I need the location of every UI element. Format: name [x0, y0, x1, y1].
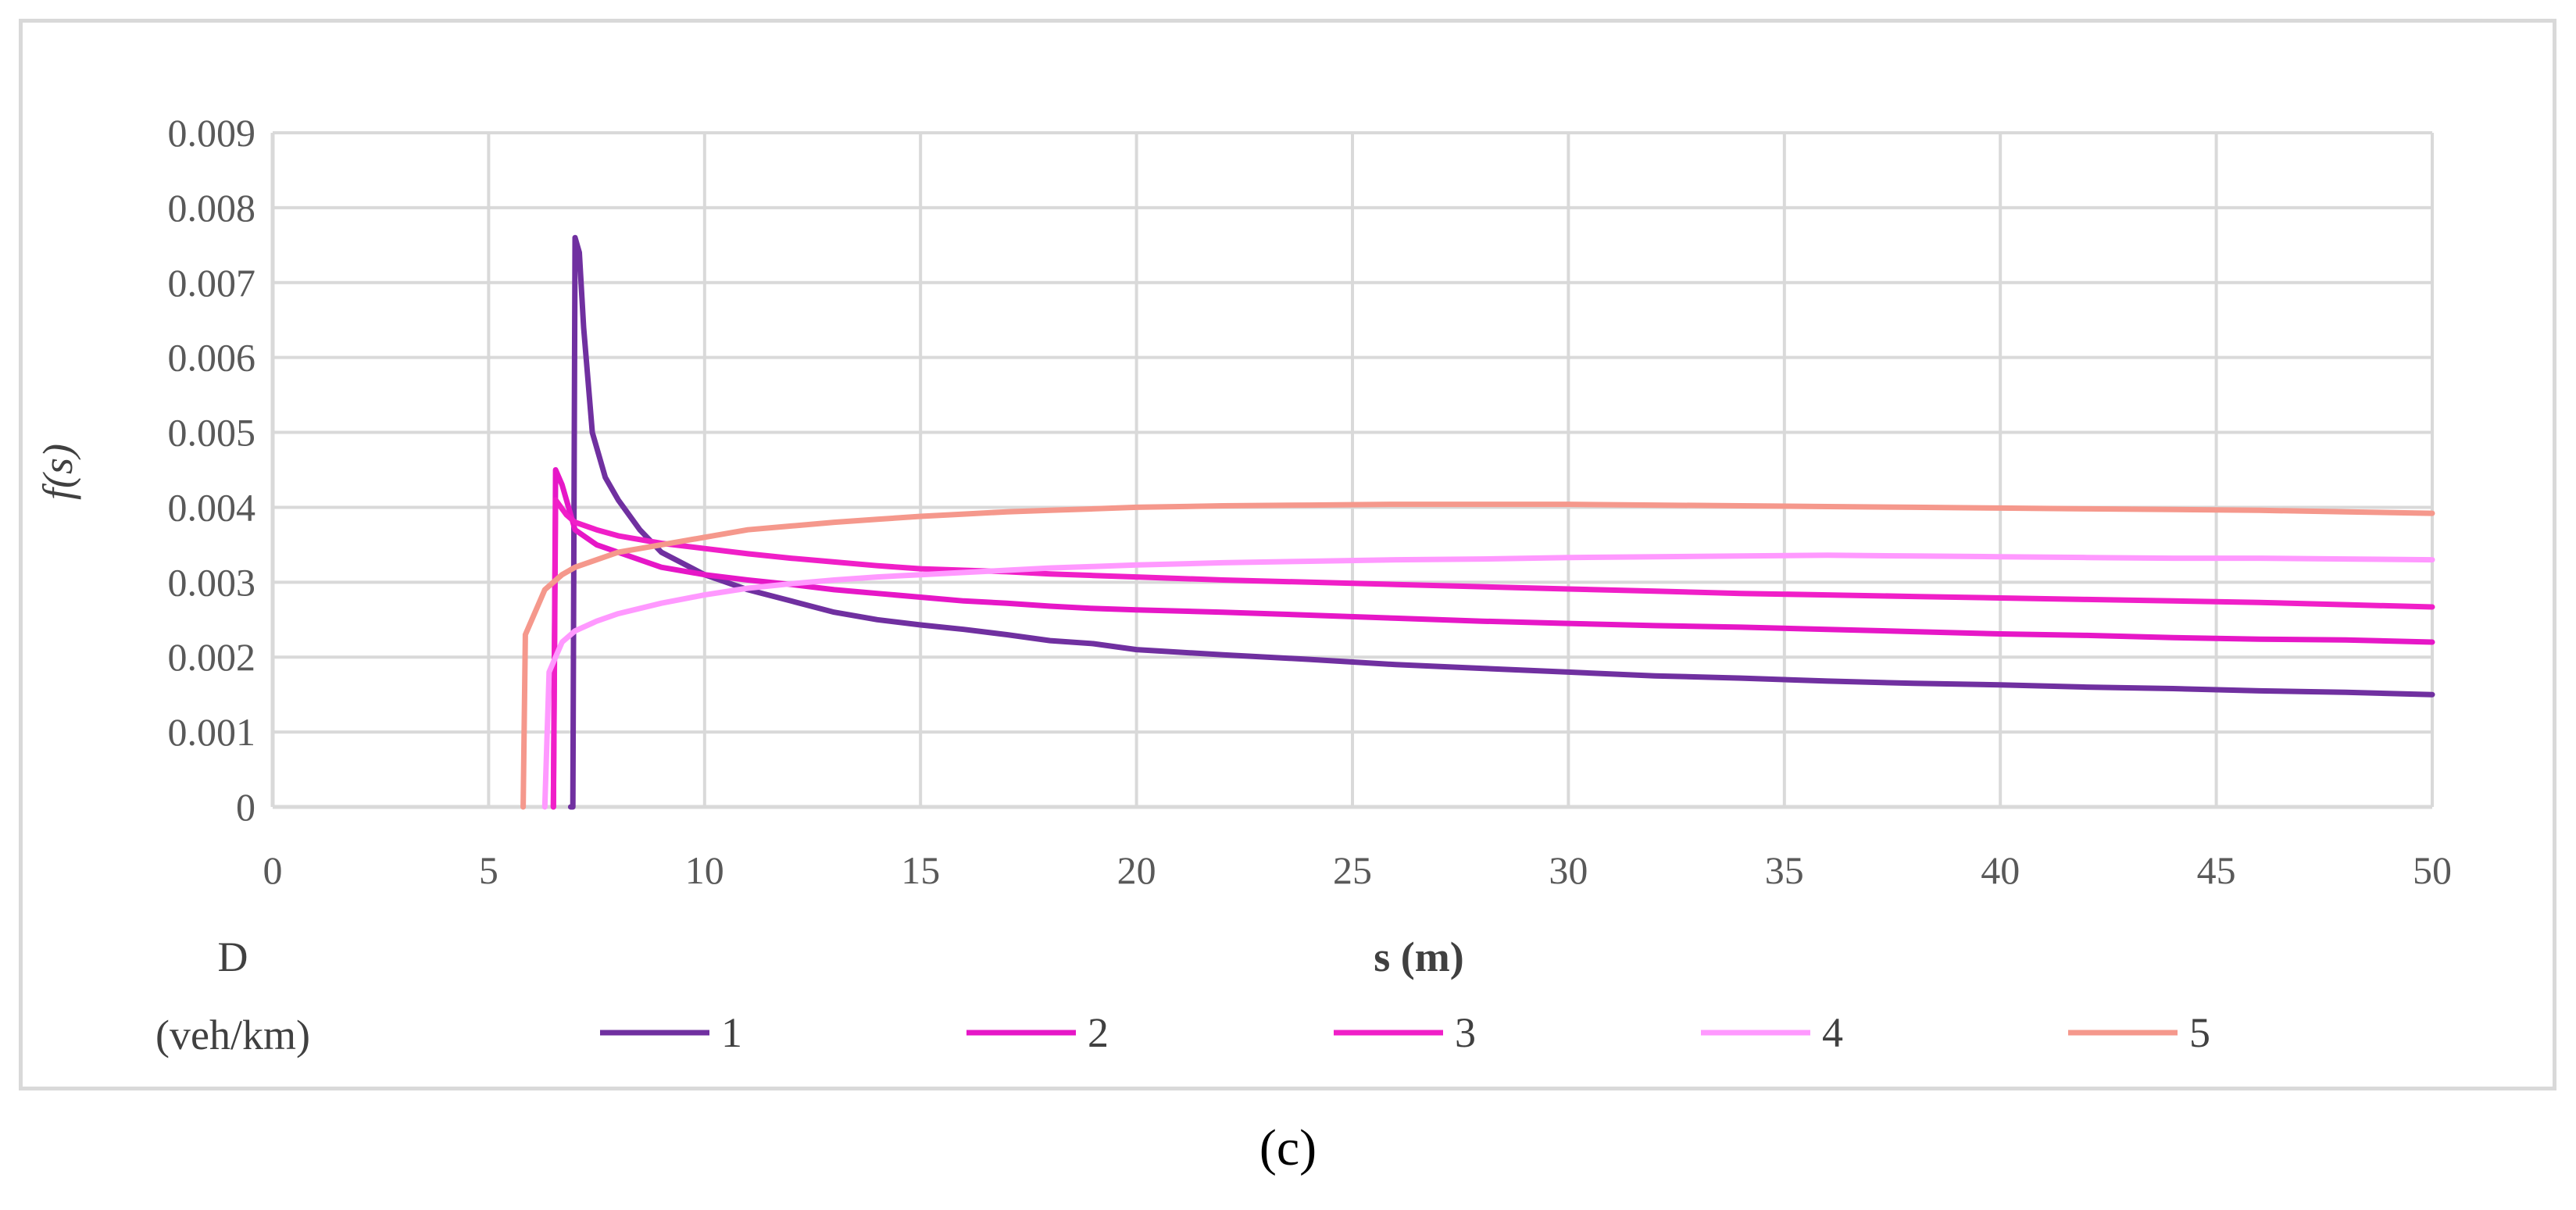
legend: 1 2 3 4 5	[600, 1009, 2210, 1056]
series-lines	[520, 234, 2435, 810]
y-tick-label: 0.001	[168, 710, 256, 754]
axes	[270, 133, 2432, 809]
legend-title-line2: (veh/km)	[155, 1012, 310, 1058]
series-line-1	[567, 234, 2435, 810]
legend-title-line1: D	[218, 933, 248, 980]
y-axis-title: f(s)	[34, 444, 81, 500]
x-tick-label: 10	[685, 848, 724, 892]
y-tick-label: 0.009	[168, 111, 256, 155]
x-tick-label: 50	[2413, 848, 2452, 892]
x-axis-title: s (m)	[1374, 933, 1463, 980]
x-tick-label: 5	[479, 848, 498, 892]
x-tick-label: 15	[901, 848, 940, 892]
y-tick-label: 0.004	[168, 485, 256, 529]
legend-label-5: 5	[2189, 1009, 2210, 1056]
y-tick-label: 0.005	[168, 411, 256, 455]
series-line-3	[550, 497, 2435, 810]
legend-label-2: 2	[1088, 1009, 1109, 1056]
grid	[273, 131, 2434, 807]
y-tick-label: 0.002	[168, 635, 256, 679]
x-tick-label: 25	[1333, 848, 1372, 892]
chart-frame	[19, 19, 2556, 1090]
x-tick-label: 30	[1549, 848, 1588, 892]
x-tick-label: 40	[1981, 848, 2020, 892]
x-tick-label: 35	[1765, 848, 1804, 892]
x-tick-label: 0	[263, 848, 283, 892]
x-tick-label: 45	[2197, 848, 2236, 892]
series-line-5	[520, 501, 2435, 810]
x-tick-labels: 0 5 10 15 20 25 30 35 40 45 50	[263, 848, 2453, 892]
legend-label-3: 3	[1455, 1009, 1476, 1056]
y-tick-labels: 0 0.001 0.002 0.003 0.004 0.005 0.006 0.007 0.00…	[168, 111, 256, 829]
series-line-2	[550, 467, 2435, 810]
legend-label-1: 1	[721, 1009, 742, 1056]
series-line-4	[541, 552, 2435, 810]
x-tick-label: 20	[1117, 848, 1156, 892]
y-tick-label: 0.006	[168, 336, 256, 380]
line-chart: 0 0.001 0.002 0.003 0.004 0.005 0.006 0.007 0.00…	[34, 111, 2453, 1058]
panel-label: (c)	[1259, 1119, 1317, 1176]
y-tick-label: 0	[236, 785, 255, 829]
y-tick-label: 0.008	[168, 186, 256, 230]
legend-label-4: 4	[1822, 1009, 1843, 1056]
y-tick-label: 0.003	[168, 560, 256, 604]
y-tick-label: 0.007	[168, 261, 256, 305]
